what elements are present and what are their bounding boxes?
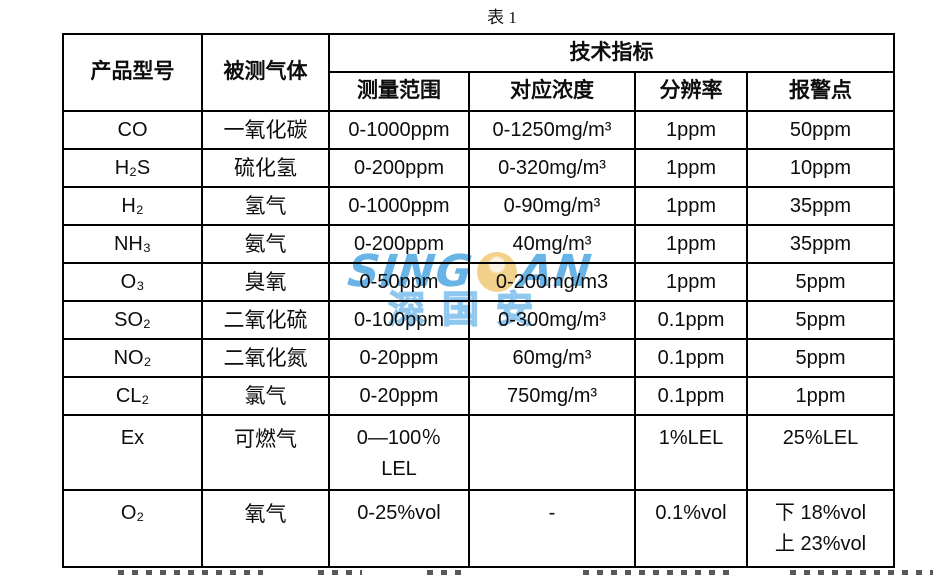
cell-alarm: 5ppm [746,338,895,378]
cell-range: 0—100％ LEL [328,414,470,491]
table-row: H₂ 氢气 0-1000ppm 0-90mg/m³ 1ppm 35ppm [62,186,895,226]
cell-gas: 可燃气 [201,414,330,491]
cell-resolution: 0.1ppm [634,376,748,416]
cell-range: 0-1000ppm [328,110,470,150]
cell-resolution: 0.1%vol [634,489,748,568]
cell-model: CO [62,110,203,150]
cell-range: 0-200ppm [328,224,470,264]
spec-table-wrapper: 产品型号 被测气体 技术指标 测量范围 对应浓度 分辨率 报警点 CO 一氧化碳… [62,33,895,568]
cell-conc: - [468,489,636,568]
cell-gas: 氢气 [201,186,330,226]
clipped-text-segment [583,570,737,575]
table-row: H₂S 硫化氢 0-200ppm 0-320mg/m³ 1ppm 10ppm [62,148,895,188]
cell-alarm: 1ppm [746,376,895,416]
cell-resolution: 1%LEL [634,414,748,491]
cell-model: H₂ [62,186,203,226]
table-row: O₃ 臭氧 0-50ppm 0-200mg/m3 1ppm 5ppm [62,262,895,302]
header-resolution: 分辨率 [634,71,748,112]
cell-model: CL₂ [62,376,203,416]
cell-conc: 0-1250mg/m³ [468,110,636,150]
clipped-text-segment [318,570,362,575]
clipped-text-segment [118,570,263,575]
header-row-sub: 测量范围 对应浓度 分辨率 报警点 [63,71,895,112]
cell-gas: 二氧化氮 [201,338,330,378]
cell-conc: 40mg/m³ [468,224,636,264]
cell-conc: 0-300mg/m³ [468,300,636,340]
table-row: O₂ 氧气 0-25%vol - 0.1%vol 下 18%vol 上 23%v… [62,489,895,568]
cell-range: 0-20ppm [328,338,470,378]
header-tech-indicators: 技术指标 [328,33,895,73]
cell-conc: 750mg/m³ [468,376,636,416]
cell-conc: 0-200mg/m3 [468,262,636,302]
header-conc: 对应浓度 [468,71,636,112]
header-alarm: 报警点 [746,71,895,112]
cell-resolution: 1ppm [634,262,748,302]
cell-resolution: 1ppm [634,148,748,188]
cell-range: 0-1000ppm [328,186,470,226]
cell-model: NO₂ [62,338,203,378]
cell-alarm: 50ppm [746,110,895,150]
cell-gas: 臭氧 [201,262,330,302]
cell-alarm: 10ppm [746,148,895,188]
cell-resolution: 0.1ppm [634,300,748,340]
cell-alarm: 5ppm [746,300,895,340]
cell-conc: 60mg/m³ [468,338,636,378]
cell-alarm: 下 18%vol 上 23%vol [746,489,895,568]
cell-gas: 氧气 [201,489,330,568]
cell-range: 0-200ppm [328,148,470,188]
cell-conc [468,414,636,491]
cell-alarm: 5ppm [746,262,895,302]
table-row: CL₂ 氯气 0-20ppm 750mg/m³ 0.1ppm 1ppm [62,376,895,416]
cell-gas: 二氧化硫 [201,300,330,340]
cell-model: O₃ [62,262,203,302]
cell-range: 0-25%vol [328,489,470,568]
cell-model: Ex [62,414,203,491]
cell-model: NH₃ [62,224,203,264]
clipped-text-segment [790,570,933,575]
cell-model: H₂S [62,148,203,188]
table-row: Ex 可燃气 0—100％ LEL 1%LEL 25%LEL [62,414,895,491]
cell-gas: 氯气 [201,376,330,416]
cell-gas: 硫化氢 [201,148,330,188]
cell-range: 0-20ppm [328,376,470,416]
cell-gas: 氨气 [201,224,330,264]
table-row: NH₃ 氨气 0-200ppm 40mg/m³ 1ppm 35ppm [62,224,895,264]
cell-range: 0-100ppm [328,300,470,340]
header-row-top: 产品型号 被测气体 技术指标 [62,33,895,112]
header-gas: 被测气体 [201,33,330,112]
cell-alarm: 35ppm [746,224,895,264]
gas-spec-table: 产品型号 被测气体 技术指标 测量范围 对应浓度 分辨率 报警点 CO 一氧化碳… [62,33,895,568]
cell-resolution: 1ppm [634,186,748,226]
header-range: 测量范围 [328,71,470,112]
cell-resolution: 1ppm [634,224,748,264]
clipped-caption-fragments [62,569,942,575]
cell-alarm: 25%LEL [746,414,895,491]
cell-alarm: 35ppm [746,186,895,226]
cell-model: O₂ [62,489,203,568]
cell-range: 0-50ppm [328,262,470,302]
table-caption: 表 1 [487,8,517,27]
table-row: SO₂ 二氧化硫 0-100ppm 0-300mg/m³ 0.1ppm 5ppm [62,300,895,340]
cell-model: SO₂ [62,300,203,340]
cell-gas: 一氧化碳 [201,110,330,150]
cell-conc: 0-320mg/m³ [468,148,636,188]
header-model: 产品型号 [62,33,203,112]
clipped-text-segment [427,570,468,575]
cell-resolution: 0.1ppm [634,338,748,378]
cell-conc: 0-90mg/m³ [468,186,636,226]
table-row: CO 一氧化碳 0-1000ppm 0-1250mg/m³ 1ppm 50ppm [62,110,895,150]
table-row: NO₂ 二氧化氮 0-20ppm 60mg/m³ 0.1ppm 5ppm [62,338,895,378]
cell-resolution: 1ppm [634,110,748,150]
